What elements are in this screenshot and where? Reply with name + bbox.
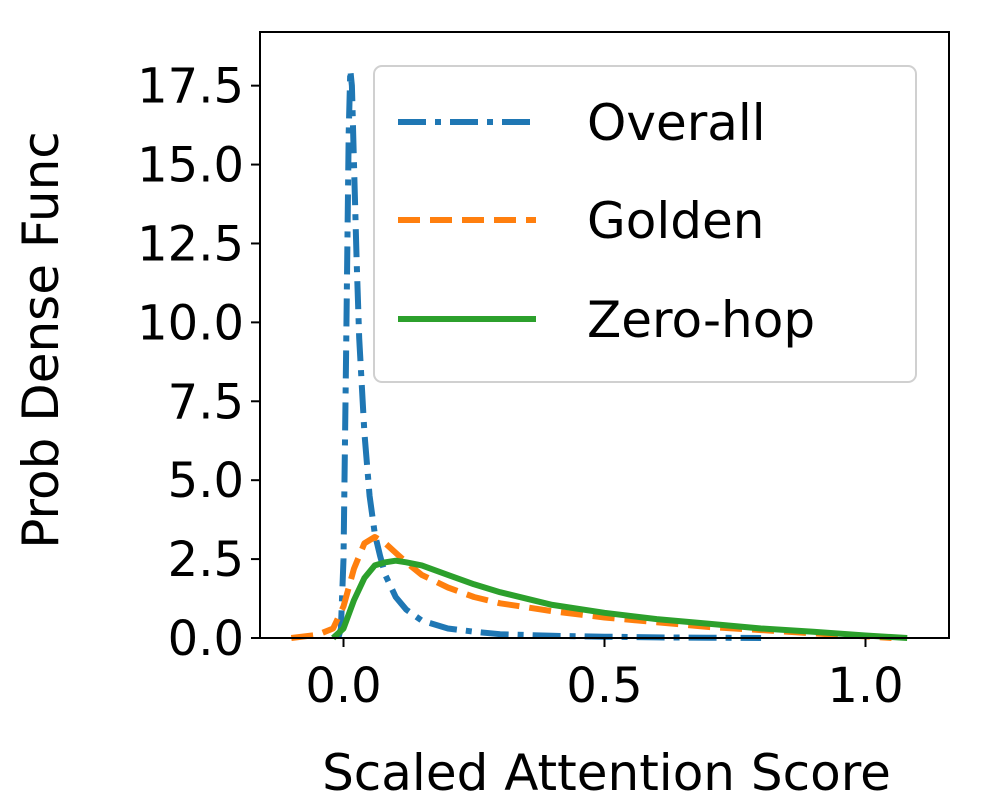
- y-tick-label: 12.5: [137, 216, 244, 272]
- legend-box: [373, 65, 917, 383]
- axis-ticks: 0.0 0.5 1.0 0.0 2.5 5.0 7.5 10.0 12.5 15.0 17.5: [137, 59, 904, 714]
- legend-label-overall: Overall: [587, 94, 766, 152]
- plot-lines: [290, 66, 908, 641]
- legend-label-zero-hop: Zero-hop: [587, 291, 815, 349]
- x-axis-label: Scaled Attention Score: [322, 744, 891, 800]
- series-line-zero-hop: [331, 557, 908, 641]
- legend-label-golden: Golden: [587, 192, 764, 250]
- y-tick-label: 7.5: [168, 374, 244, 430]
- y-tick-label: 15.0: [137, 138, 244, 194]
- x-tick-label: 1.0: [827, 658, 903, 714]
- y-tick-label: 17.5: [137, 59, 244, 115]
- legend: Overall Golden Zero-hop: [373, 65, 917, 383]
- y-axis-label: Prob Dense Func: [12, 131, 70, 549]
- y-tick-label: 2.5: [168, 532, 244, 588]
- y-tick-label: 0.0: [168, 611, 244, 667]
- y-tick-label: 5.0: [168, 453, 244, 509]
- series-line-overall: [335, 66, 762, 641]
- x-tick-label: 0.0: [305, 658, 381, 714]
- x-tick-label: 0.5: [566, 658, 642, 714]
- y-tick-label: 10.0: [137, 295, 244, 351]
